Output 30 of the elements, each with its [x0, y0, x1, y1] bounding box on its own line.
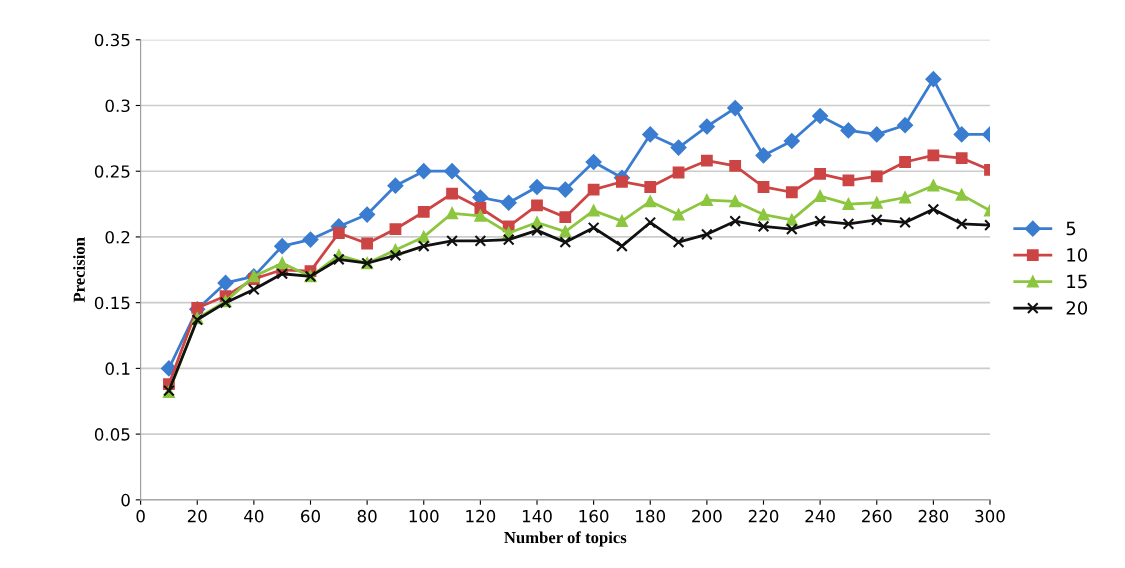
legend-label: 20 [1066, 301, 1088, 315]
x-tick-label: 140 [522, 509, 552, 523]
x-tick-label: 300 [975, 509, 1005, 523]
y-tick-label: 0.05 [94, 428, 130, 441]
y-tick-label: 0.3 [105, 99, 130, 113]
x-axis-title: Number of topics [504, 531, 627, 547]
x-tick-label: 180 [636, 509, 666, 523]
legend-label: 10 [1067, 248, 1088, 262]
x-tick-label: 0 [136, 509, 145, 523]
y-tick-label: 0.2 [105, 230, 130, 244]
legend-label: 15 [1067, 274, 1087, 289]
x-tick-label: 40 [244, 509, 264, 523]
x-tick-label: 100 [409, 509, 439, 523]
x-tick-label: 80 [357, 509, 377, 523]
y-tick-label: 0.15 [94, 296, 130, 310]
y-tick-label: 0.35 [94, 33, 130, 47]
x-tick-label: 260 [862, 509, 892, 523]
x-tick-label: 200 [692, 509, 722, 523]
legend-label: 5 [1066, 221, 1076, 236]
y-axis-title: Precision [73, 237, 85, 303]
x-tick-label: 20 [187, 509, 207, 523]
y-tick-label: 0 [121, 493, 130, 507]
x-tick-label: 220 [748, 509, 779, 523]
x-tick-label: 240 [805, 509, 835, 523]
x-tick-label: 60 [301, 509, 320, 523]
x-tick-label: 160 [579, 509, 609, 523]
x-tick-label: 120 [466, 509, 496, 523]
y-tick-label: 0.25 [94, 165, 130, 178]
y-tick-label: 0.1 [105, 362, 130, 375]
x-tick-label: 280 [918, 509, 949, 523]
